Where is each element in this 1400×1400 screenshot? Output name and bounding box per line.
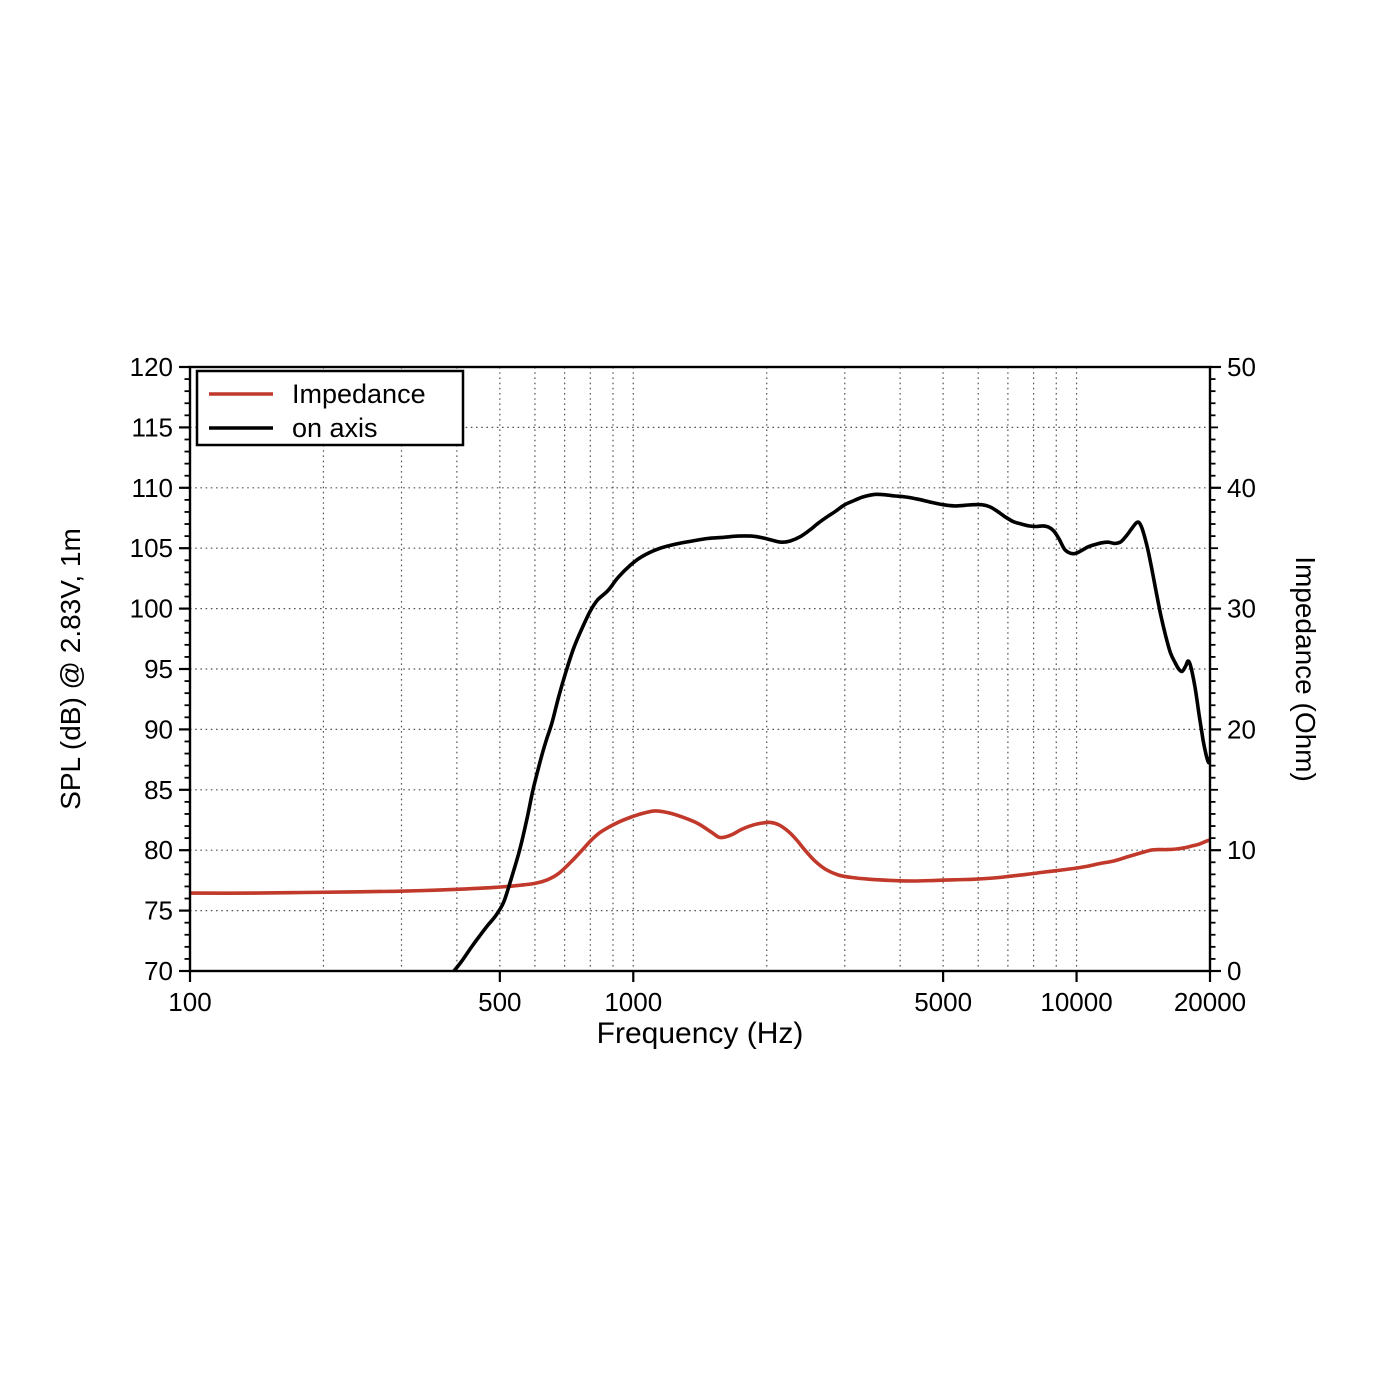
curves <box>190 492 1210 972</box>
left-tick-label: 105 <box>130 533 173 563</box>
left-tick-label: 85 <box>144 775 173 805</box>
right-tick-label: 50 <box>1227 352 1256 382</box>
left-tick-label: 115 <box>132 412 173 442</box>
left-tick-label: 110 <box>132 473 173 503</box>
legend-box <box>195 369 465 447</box>
bottom-tick-label: 100 <box>168 987 211 1017</box>
bottom-tick-label: 500 <box>478 987 521 1017</box>
tick-labels: 70 75 80 85 90 95 100 105 110 115 120 0 10 20 30 40 50 10… <box>130 352 1256 1017</box>
legend: Impedance on axis <box>195 369 465 447</box>
bottom-tick-label: 10000 <box>1040 987 1112 1017</box>
right-axis-title: Impedance (Ohm) <box>1290 556 1321 782</box>
impedance-curve <box>190 809 1210 895</box>
left-axis-title: SPL (dB) @ 2.83V, 1m <box>55 528 86 810</box>
on-axis-curve <box>452 492 1210 972</box>
gridlines <box>190 367 1210 971</box>
left-tick-label: 95 <box>144 654 173 684</box>
bottom-tick-label: 1000 <box>604 987 662 1017</box>
right-tick-label: 40 <box>1227 473 1256 503</box>
right-tick-label: 0 <box>1227 956 1241 986</box>
left-tick-label: 75 <box>144 896 173 926</box>
x-axis-title: Frequency (Hz) <box>597 1017 804 1050</box>
legend-label-impedance: Impedance <box>292 379 426 409</box>
legend-label-on-axis: on axis <box>292 413 378 443</box>
left-tick-label: 120 <box>130 352 173 382</box>
left-tick-label: 100 <box>130 594 173 624</box>
right-tick-label: 10 <box>1227 835 1256 865</box>
axis-ticks <box>179 365 1221 982</box>
bottom-tick-label: 20000 <box>1174 987 1246 1017</box>
left-tick-label: 80 <box>144 835 173 865</box>
right-tick-label: 30 <box>1227 594 1256 624</box>
bottom-tick-label: 5000 <box>914 987 972 1017</box>
right-tick-label: 20 <box>1227 714 1256 744</box>
left-tick-label: 90 <box>144 714 173 744</box>
left-tick-label: 70 <box>144 956 173 986</box>
